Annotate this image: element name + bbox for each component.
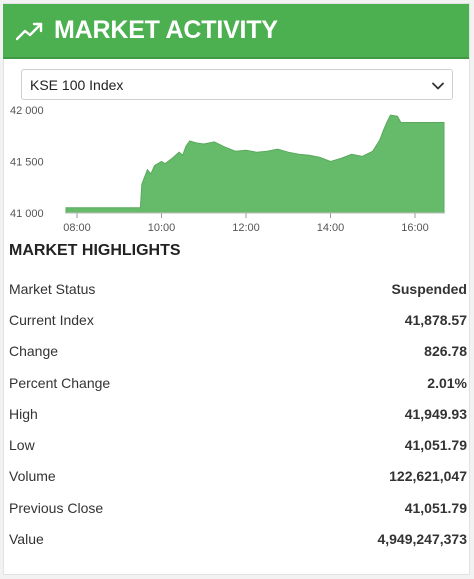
highlight-row: Value 4,949,247,373 xyxy=(9,523,467,554)
highlight-row: High 41,949.93 xyxy=(9,398,467,429)
index-select-value: KSE 100 Index xyxy=(30,76,124,93)
highlight-row: Market Status Suspended xyxy=(9,273,467,304)
highlight-label: High xyxy=(9,405,38,422)
page-title: MARKET ACTIVITY xyxy=(54,16,278,44)
x-tick-label: 16:00 xyxy=(401,222,429,234)
highlight-label: Previous Close xyxy=(9,499,104,516)
x-tick-label: 12:00 xyxy=(232,222,260,234)
highlight-value: 41,051.79 xyxy=(404,499,467,516)
y-tick-label: 41 000 xyxy=(10,208,44,220)
x-tick-label: 10:00 xyxy=(148,222,176,234)
market-activity-header: MARKET ACTIVITY xyxy=(3,4,469,59)
chevron-down-icon xyxy=(432,77,444,93)
index-chart-svg: 42 000 41 500 41 000 08:00 10:00 12:00 14:00 1… xyxy=(10,105,445,234)
y-tick-label: 41 500 xyxy=(10,157,44,169)
highlight-row: Previous Close 41,051.79 xyxy=(9,492,467,523)
highlight-label: Change xyxy=(9,343,59,360)
highlight-label: Volume xyxy=(9,468,56,485)
market-highlights-title: MARKET HIGHLIGHTS xyxy=(9,242,181,259)
highlight-value: 122,621,047 xyxy=(389,468,467,485)
highlight-label: Value xyxy=(9,531,44,548)
highlight-value: 4,949,247,373 xyxy=(377,531,467,548)
x-tick-label: 08:00 xyxy=(63,222,91,234)
highlight-value: 826.78 xyxy=(424,343,467,360)
market-highlights-table: Market Status Suspended Current Index 41,87… xyxy=(9,273,467,555)
highlight-value: 2.01% xyxy=(427,374,467,391)
highlight-row: Low 41,051.79 xyxy=(9,429,467,460)
highlight-row: Volume 122,621,047 xyxy=(9,461,467,492)
highlight-label: Current Index xyxy=(9,311,94,328)
highlight-row: Current Index 41,878.57 xyxy=(9,304,467,335)
highlight-value: 41,051.79 xyxy=(404,437,467,454)
y-tick-label: 42 000 xyxy=(10,105,44,117)
trending-up-icon xyxy=(16,20,46,42)
index-select[interactable]: KSE 100 Index xyxy=(21,69,453,100)
highlight-label: Low xyxy=(9,437,35,454)
x-tick-label: 14:00 xyxy=(317,222,345,234)
highlight-row: Change 826.78 xyxy=(9,336,467,367)
highlight-label: Market Status xyxy=(9,280,96,297)
index-chart: 42 000 41 500 41 000 08:00 10:00 12:00 14:00 1… xyxy=(0,100,474,240)
highlight-value: Suspended xyxy=(391,280,467,297)
index-area-series xyxy=(65,114,445,214)
highlight-label: Percent Change xyxy=(9,374,111,391)
highlight-row: Percent Change 2.01% xyxy=(9,367,467,398)
highlight-value: 41,878.57 xyxy=(404,311,467,328)
highlight-value: 41,949.93 xyxy=(404,405,467,422)
